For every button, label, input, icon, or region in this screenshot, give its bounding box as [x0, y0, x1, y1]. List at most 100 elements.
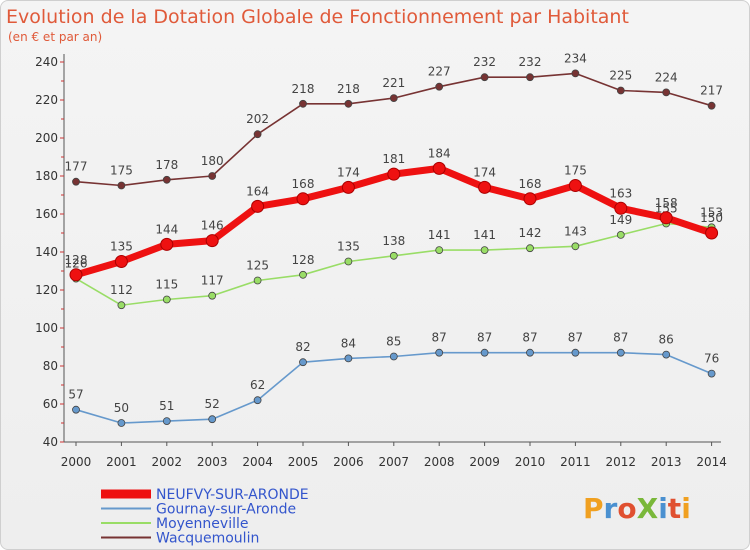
data-point-wacquemoulin — [299, 99, 307, 108]
series-neufvy: 128 135 144 146 164 168 174 181 184 174 168 175 163 1… — [65, 146, 723, 282]
logo-letter: r — [604, 492, 618, 525]
data-point-wacquemoulin — [344, 99, 353, 108]
data-label-moyenneville: 135 — [337, 240, 360, 254]
data-point-neufvy — [160, 237, 174, 251]
x-tick-label: 2010 — [515, 455, 546, 469]
data-label-wacquemoulin: 178 — [155, 158, 178, 172]
proxiti-logo: ProXiti — [583, 492, 691, 525]
data-point-moyenneville — [299, 270, 307, 279]
data-label-wacquemoulin: 218 — [337, 82, 360, 96]
data-label-gournay: 82 — [295, 340, 310, 354]
data-label-wacquemoulin: 177 — [65, 160, 88, 174]
y-tick-label: 120 — [35, 283, 58, 297]
data-point-neufvy — [705, 226, 719, 240]
data-label-moyenneville: 141 — [473, 228, 496, 242]
y-tick-label: 240 — [35, 55, 58, 69]
data-point-neufvy — [114, 255, 128, 268]
data-label-gournay: 57 — [68, 388, 83, 402]
data-label-moyenneville: 153 — [700, 205, 723, 219]
y-tick-label: 160 — [35, 207, 58, 221]
plot-area: 177 175 178 180 202 218 218 221 227 232 232 234 225 2… — [65, 51, 723, 427]
x-tick-label: 2012 — [606, 455, 637, 469]
data-point-gournay — [117, 419, 126, 427]
data-point-neufvy — [478, 180, 492, 194]
data-point-neufvy — [296, 192, 310, 206]
axes: 40 60 80 100 120 140 160 180 200 220 240 2000 2001 20… — [35, 54, 727, 469]
x-tick-label: 2003 — [197, 455, 228, 469]
data-point-wacquemoulin — [526, 73, 534, 82]
data-label-moyenneville: 117 — [201, 274, 224, 288]
data-label-neufvy: 150 — [700, 211, 723, 225]
y-tick-label: 220 — [35, 93, 58, 107]
data-label-moyenneville: 155 — [655, 202, 678, 216]
data-label-gournay: 84 — [341, 336, 356, 350]
data-label-wacquemoulin: 224 — [655, 70, 678, 84]
logo-letter: i — [681, 492, 691, 525]
legend: NEUFVY-SUR-ARONDEGournay-sur-ArondeMoyen… — [101, 487, 309, 547]
x-tick-label: 2014 — [696, 455, 727, 469]
data-point-neufvy — [432, 161, 446, 175]
data-label-wacquemoulin: 225 — [609, 69, 632, 83]
data-point-moyenneville — [435, 246, 444, 255]
y-tick-label: 140 — [35, 245, 58, 259]
data-label-wacquemoulin: 227 — [428, 65, 451, 79]
data-label-neufvy: 168 — [519, 177, 542, 191]
logo-letter: t — [668, 492, 681, 525]
legend-label: NEUFVY-SUR-ARONDE — [156, 487, 309, 503]
data-point-wacquemoulin — [117, 181, 126, 190]
x-tick-label: 2009 — [469, 455, 500, 469]
data-point-gournay — [571, 348, 580, 357]
data-point-wacquemoulin — [662, 88, 671, 97]
data-point-wacquemoulin — [72, 177, 80, 186]
data-point-gournay — [299, 358, 307, 367]
x-tick-label: 2008 — [424, 455, 455, 469]
logo-letter: X — [637, 492, 659, 525]
y-tick-label: 100 — [35, 321, 58, 335]
data-label-neufvy: 163 — [609, 186, 632, 200]
data-label-neufvy: 164 — [246, 184, 269, 198]
data-point-gournay — [616, 348, 625, 357]
data-point-moyenneville — [344, 257, 353, 266]
data-point-gournay — [707, 369, 716, 378]
y-tick-label: 40 — [43, 435, 58, 449]
legend-label: Wacquemoulin — [156, 531, 259, 547]
data-point-wacquemoulin — [208, 172, 217, 180]
data-point-moyenneville — [571, 242, 580, 251]
series-gournay: 57 50 51 52 62 82 84 85 87 87 87 87 87 86 76 — [68, 331, 719, 427]
logo-letter: o — [617, 492, 636, 525]
legend-label: Gournay-sur-Aronde — [156, 502, 296, 518]
data-point-neufvy — [69, 268, 83, 282]
x-tick-label: 2005 — [288, 455, 319, 469]
data-label-neufvy: 174 — [337, 165, 360, 179]
x-tick-label: 2007 — [379, 455, 410, 469]
data-point-wacquemoulin — [389, 94, 398, 102]
data-label-moyenneville: 149 — [609, 213, 632, 227]
y-tick-label: 200 — [35, 131, 58, 145]
data-point-wacquemoulin — [616, 86, 625, 95]
data-point-gournay — [480, 348, 489, 357]
data-label-wacquemoulin: 217 — [700, 84, 723, 98]
series-moyenneville: 126 112 115 117 125 128 135 138 141 141 142 143 149 1… — [65, 202, 723, 310]
x-tick-label: 2006 — [333, 455, 364, 469]
data-label-gournay: 86 — [659, 333, 674, 347]
data-point-gournay — [389, 352, 398, 361]
data-label-wacquemoulin: 232 — [473, 55, 496, 69]
data-point-neufvy — [205, 234, 219, 248]
data-point-moyenneville — [162, 295, 171, 304]
data-point-moyenneville — [526, 244, 534, 253]
data-point-neufvy — [387, 167, 401, 181]
data-point-wacquemoulin — [571, 69, 580, 78]
data-label-wacquemoulin: 234 — [564, 51, 587, 65]
data-label-moyenneville: 142 — [519, 226, 542, 240]
data-label-neufvy: 184 — [428, 146, 451, 160]
y-tick-label: 180 — [35, 169, 58, 183]
data-label-gournay: 87 — [522, 331, 537, 345]
svg-text:ProXiti: ProXiti — [583, 492, 691, 525]
data-label-moyenneville: 143 — [564, 224, 587, 238]
chart-title: Evolution de la Dotation Globale de Fonc… — [6, 6, 629, 28]
data-label-gournay: 87 — [613, 331, 628, 345]
data-label-gournay: 87 — [432, 331, 447, 345]
data-point-neufvy — [523, 192, 537, 206]
x-tick-label: 2000 — [61, 455, 92, 469]
data-point-moyenneville — [117, 301, 126, 310]
